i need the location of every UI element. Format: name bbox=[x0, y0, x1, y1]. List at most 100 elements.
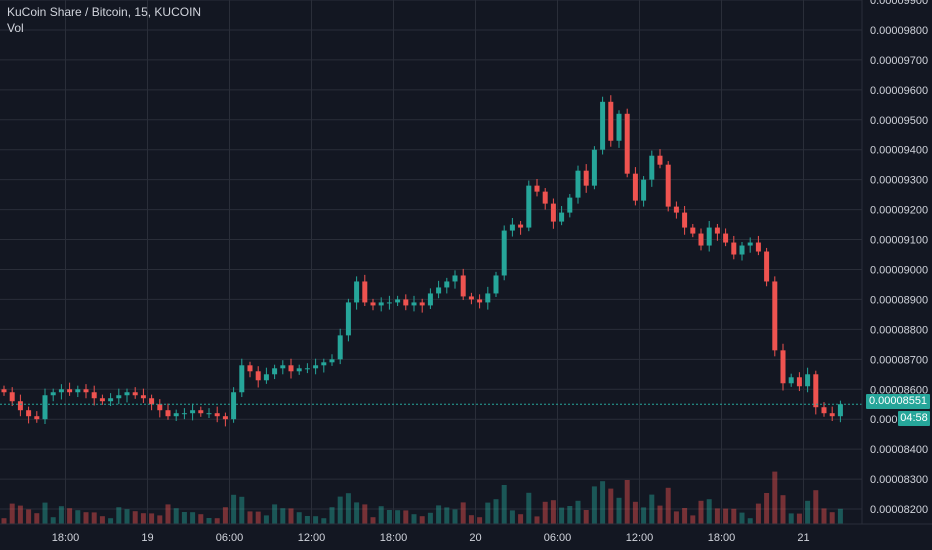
price-tick-label: 0.00008800 bbox=[870, 324, 928, 336]
volume-bar bbox=[411, 514, 417, 524]
candle-body bbox=[649, 155, 655, 180]
volume-bar bbox=[255, 511, 261, 524]
volume-bar bbox=[526, 492, 532, 524]
volume-bar bbox=[788, 513, 794, 524]
price-tick-label: 0.00009600 bbox=[870, 85, 928, 97]
volume-bar bbox=[427, 512, 433, 524]
volume-bar bbox=[173, 508, 179, 524]
volume-bar bbox=[206, 518, 212, 524]
candle-body bbox=[280, 365, 286, 369]
candle-body bbox=[452, 275, 458, 282]
volume-bar bbox=[714, 508, 720, 524]
price-tick-label: 0.00008900 bbox=[870, 294, 928, 306]
candle-body bbox=[337, 335, 343, 360]
volume-bar bbox=[583, 510, 589, 524]
volume-bar bbox=[50, 517, 56, 524]
volume-bar bbox=[452, 509, 458, 524]
candle-body bbox=[42, 395, 48, 420]
volume-bar bbox=[649, 494, 655, 524]
volume-bar bbox=[542, 501, 548, 524]
candle-body bbox=[75, 389, 81, 393]
volume-bar bbox=[329, 507, 335, 524]
time-axis bbox=[0, 524, 932, 550]
volume-bar bbox=[378, 506, 384, 524]
candle-body bbox=[837, 404, 843, 417]
candle-body bbox=[550, 203, 556, 222]
candle-body bbox=[632, 173, 638, 201]
price-tick-label: 0.00009500 bbox=[870, 115, 928, 127]
candle-body bbox=[805, 374, 811, 387]
candle-body bbox=[673, 206, 679, 213]
candle-body bbox=[132, 392, 138, 396]
volume-bar bbox=[747, 518, 753, 524]
volume-bar bbox=[796, 513, 802, 524]
candle-body bbox=[124, 392, 130, 396]
volume-bar bbox=[222, 507, 228, 524]
volume-bar bbox=[34, 513, 40, 524]
candle-body bbox=[682, 212, 688, 228]
volume-bar bbox=[132, 511, 138, 524]
volume-indicator-label[interactable]: Vol bbox=[7, 21, 24, 35]
volume-bar bbox=[468, 515, 474, 524]
candle-body bbox=[698, 233, 704, 246]
volume-bar bbox=[493, 499, 499, 524]
candle-body bbox=[17, 401, 23, 411]
candle-body bbox=[436, 287, 442, 294]
candle-body bbox=[288, 365, 294, 372]
price-axis-labels: 0.00009900 0.00009800 0.00009700 0.00009600… bbox=[870, 0, 928, 516]
candle-body bbox=[772, 281, 778, 351]
candle-body bbox=[165, 410, 171, 417]
volume-bar bbox=[91, 512, 97, 524]
price-tick-label: 0.00009200 bbox=[870, 205, 928, 217]
candle-body bbox=[608, 101, 614, 141]
candle-body bbox=[821, 407, 827, 414]
candle-body bbox=[140, 395, 146, 399]
volume-bar bbox=[313, 516, 319, 524]
price-tick-label: 0.00008600 bbox=[870, 384, 928, 396]
volume-bar bbox=[624, 480, 630, 524]
candle-body bbox=[34, 416, 40, 420]
candle-body bbox=[542, 191, 548, 204]
candle-body bbox=[370, 302, 376, 306]
candle-body bbox=[50, 392, 56, 396]
symbol-title[interactable]: KuCoin Share / Bitcoin, 15, KUCOIN bbox=[7, 5, 202, 19]
candle-body bbox=[591, 149, 597, 186]
time-tick-label: 19 bbox=[141, 532, 153, 544]
candle-body bbox=[657, 155, 663, 165]
volume-bar bbox=[460, 502, 466, 524]
volume-bar bbox=[723, 508, 729, 524]
price-tick-label: 0.00009400 bbox=[870, 145, 928, 157]
candle-body bbox=[829, 413, 835, 417]
volume-bar bbox=[616, 497, 622, 524]
volume-bar bbox=[75, 510, 81, 524]
bar-countdown-tag: 04:58 bbox=[898, 411, 930, 426]
volume-bars bbox=[1, 471, 843, 524]
candle-body bbox=[386, 302, 392, 304]
price-tick-label: 0.00009900 bbox=[870, 0, 928, 7]
candle-body bbox=[723, 233, 729, 243]
volume-bar bbox=[26, 509, 32, 524]
volume-bar bbox=[296, 512, 302, 524]
current-price-tag: 0.00008551 bbox=[866, 394, 930, 409]
candle-body bbox=[313, 365, 319, 369]
volume-bar bbox=[690, 515, 696, 524]
candle-body bbox=[493, 275, 499, 294]
candle-body bbox=[714, 227, 720, 234]
volume-bar bbox=[58, 506, 64, 524]
candle-body bbox=[567, 197, 573, 213]
volume-bar bbox=[288, 508, 294, 524]
volume-bar bbox=[567, 506, 573, 524]
volume-bar bbox=[67, 508, 73, 524]
volume-bar bbox=[764, 493, 770, 524]
chart-grid bbox=[0, 0, 862, 524]
candle-body bbox=[321, 362, 327, 366]
volume-bar bbox=[436, 505, 442, 524]
candle-body bbox=[526, 185, 532, 228]
candle-body bbox=[173, 413, 179, 417]
volume-bar bbox=[108, 518, 114, 524]
candle-body bbox=[755, 242, 761, 252]
volume-bar bbox=[17, 505, 23, 524]
volume-bar bbox=[157, 515, 163, 524]
price-tick-label: 0.00008300 bbox=[870, 474, 928, 486]
